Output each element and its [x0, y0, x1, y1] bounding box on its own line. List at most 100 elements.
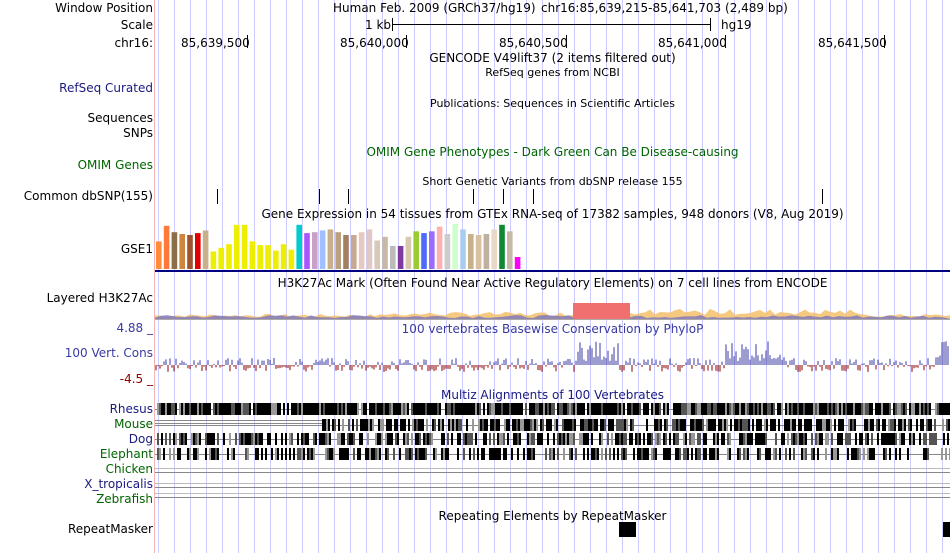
gtex-tissue-bar	[210, 251, 217, 269]
multiz-block	[159, 448, 161, 460]
gtex-tissue-bar	[312, 232, 318, 269]
gse1-label[interactable]: GSE1	[120, 242, 153, 256]
multiz-block	[530, 419, 532, 431]
multiz-block	[573, 403, 575, 415]
snps-label[interactable]: SNPs	[123, 126, 153, 140]
multiz-block	[325, 433, 327, 445]
species-dog[interactable]: Dog	[128, 432, 153, 446]
multiz-block	[481, 448, 483, 460]
multiz-block	[871, 448, 873, 460]
multiz-block	[757, 448, 759, 460]
multiz-block	[445, 403, 447, 415]
multiz-block	[579, 433, 581, 445]
multiz-block	[233, 448, 235, 460]
conservation-track-title[interactable]: 100 vertebrates Basewise Conservation by…	[401, 322, 704, 336]
multiz-block	[219, 403, 221, 415]
multiz-block	[169, 403, 171, 415]
multiz-block	[357, 448, 359, 460]
multiz-block	[440, 419, 442, 431]
h3k27ac-track-title[interactable]: H3K27Ac Mark (Often Found Near Active Re…	[277, 276, 828, 290]
multiz-block	[569, 403, 571, 415]
multiz-block	[554, 419, 556, 431]
common-dbsnp-label[interactable]: Common dbSNP(155)	[23, 189, 153, 203]
multiz-track-title[interactable]: Multiz Alignments of 100 Vertebrates	[440, 388, 665, 402]
multiz-block	[583, 433, 585, 445]
multiz-block	[683, 403, 685, 415]
multiz-block	[889, 403, 891, 415]
refseq-track-title[interactable]: RefSeq genes from NCBI	[485, 66, 620, 79]
multiz-block	[191, 433, 193, 445]
multiz-block	[610, 419, 612, 431]
multiz-block	[257, 433, 259, 445]
sequences-label[interactable]: Sequences	[87, 111, 153, 125]
multiz-block	[779, 448, 781, 460]
refseq-curated-label[interactable]: RefSeq Curated	[59, 81, 153, 95]
gtex-tissue-bar	[429, 231, 435, 269]
multiz-block	[438, 419, 440, 431]
multiz-block	[177, 448, 179, 460]
multiz-block	[157, 448, 159, 460]
multiz-block	[867, 448, 869, 460]
multiz-block	[466, 419, 468, 431]
publications-track-title[interactable]: Publications: Sequences in Scientific Ar…	[430, 97, 675, 110]
multiz-block	[885, 403, 887, 415]
multiz-block	[369, 403, 371, 415]
multiz-block	[717, 403, 719, 415]
multiz-block	[693, 403, 695, 415]
gtex-tissue-bar	[382, 236, 388, 269]
multiz-block	[351, 433, 353, 445]
multiz-block	[729, 448, 731, 460]
species-mouse[interactable]: Mouse	[114, 417, 153, 431]
multiz-block	[307, 448, 309, 460]
multiz-block	[387, 448, 389, 460]
multiz-block	[655, 403, 657, 415]
species-zebrafish[interactable]: Zebrafish	[96, 492, 153, 506]
multiz-block	[299, 403, 301, 415]
species-chicken[interactable]: Chicken	[105, 462, 153, 476]
multiz-block	[917, 403, 919, 415]
multiz-block	[185, 433, 187, 445]
multiz-block	[739, 433, 741, 445]
multiz-block	[901, 403, 903, 415]
gtex-tissue-bar	[483, 234, 490, 269]
multiz-block	[494, 419, 496, 431]
species-elephant[interactable]: Elephant	[99, 447, 153, 461]
position-range: chr16:85,639,215-85,641,703 (2,489 bp)	[541, 1, 788, 15]
multiz-block	[621, 403, 623, 415]
repeatmasker-track-title[interactable]: Repeating Elements by RepeatMasker	[438, 509, 667, 523]
multiz-block	[887, 403, 889, 415]
multiz-block	[773, 448, 775, 460]
multiz-block	[833, 403, 835, 415]
multiz-block	[333, 403, 335, 415]
multiz-block	[337, 433, 339, 445]
gencode-track-title[interactable]: GENCODE V49lift37 (2 items filtered out)	[429, 51, 676, 65]
multiz-block	[719, 403, 721, 415]
multiz-block	[195, 433, 197, 445]
multiz-block	[325, 403, 327, 415]
multiz-block	[793, 433, 795, 445]
multiz-block	[499, 448, 501, 460]
multiz-block	[583, 403, 585, 415]
layered-h3k27ac-label[interactable]: Layered H3K27Ac	[46, 291, 153, 305]
h3k27ac-peak	[573, 303, 630, 319]
vert-cons-label[interactable]: 100 Vert. Cons	[64, 346, 153, 360]
omim-track-title[interactable]: OMIM Gene Phenotypes - Dark Green Can Be…	[366, 145, 739, 159]
multiz-block	[889, 433, 891, 445]
multiz-block	[378, 419, 380, 431]
h3k27ac-signal	[155, 303, 950, 320]
multiz-block	[575, 403, 577, 415]
multiz-block	[343, 403, 345, 415]
multiz-block	[607, 433, 609, 445]
species-x-tropicalis[interactable]: X_tropicalis	[84, 477, 153, 491]
dbsnp-track-title[interactable]: Short Genetic Variants from dbSNP releas…	[422, 175, 683, 188]
multiz-block	[567, 433, 569, 445]
repeatmasker-label[interactable]: RepeatMasker	[67, 522, 153, 536]
multiz-block	[541, 403, 543, 415]
multiz-block	[594, 419, 596, 431]
species-rhesus[interactable]: Rhesus	[109, 402, 153, 416]
omim-genes-label[interactable]: OMIM Genes	[77, 158, 153, 172]
multiz-block	[729, 403, 731, 415]
multiz-block	[909, 433, 911, 445]
gtex-track-title[interactable]: Gene Expression in 54 tissues from GTEx …	[261, 207, 844, 221]
multiz-block	[215, 448, 217, 460]
